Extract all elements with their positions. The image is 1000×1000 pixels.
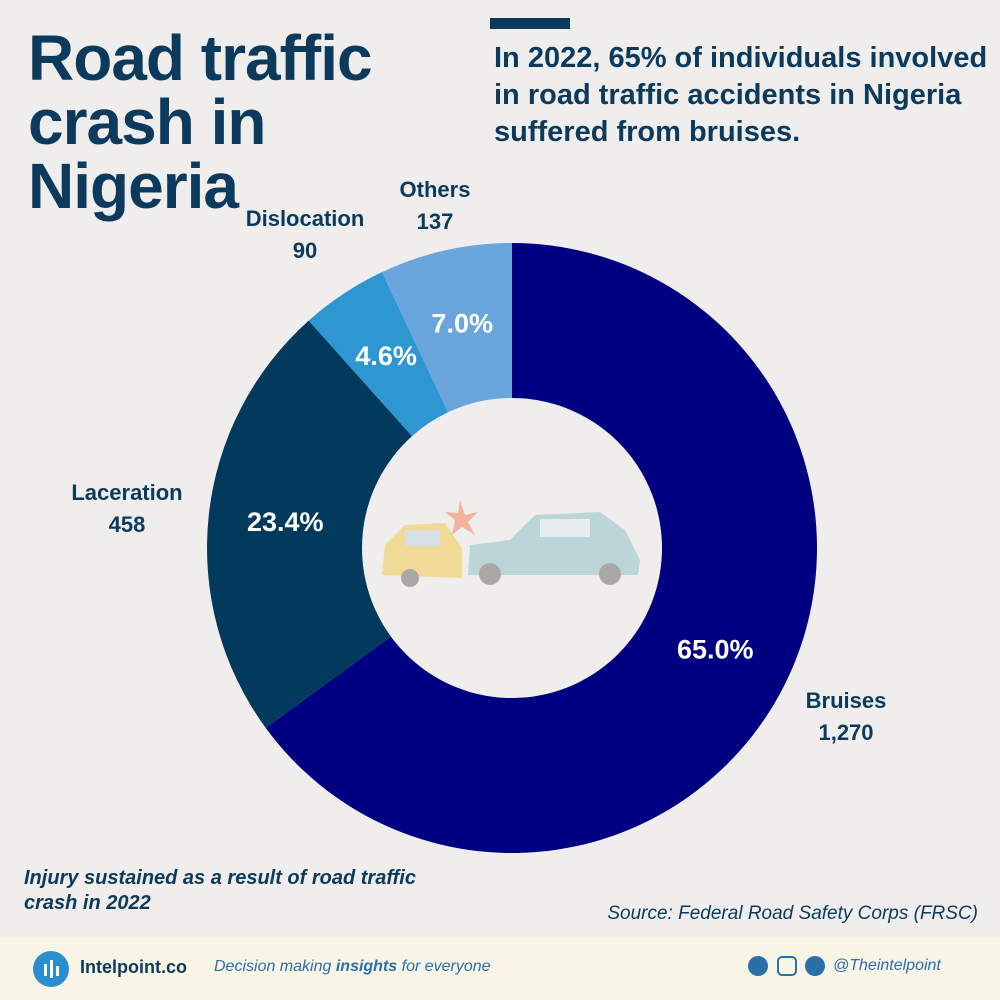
donut-segment <box>382 243 512 413</box>
value-label: 90 <box>293 238 317 263</box>
category-label: Bruises <box>806 688 887 713</box>
tagline-part: insights <box>335 958 398 975</box>
donut-segment <box>207 320 413 728</box>
tagline: Decision making insights for everyone <box>214 958 491 976</box>
tagline-part: Decision making <box>214 958 332 975</box>
value-label: 1,270 <box>818 720 873 745</box>
brand[interactable]: Intelpoint.co <box>80 957 187 977</box>
car-illustration <box>382 500 640 587</box>
share-label: 7.0% <box>431 309 493 339</box>
brand-logo <box>33 951 69 987</box>
value-label: 458 <box>109 512 146 537</box>
source: Source: Federal Road Safety Corps (FRSC) <box>607 903 978 924</box>
share-label: 4.6% <box>355 341 417 371</box>
share-label: 65.0% <box>677 634 754 664</box>
donut-segment <box>265 243 818 854</box>
tagline-part: for everyone <box>401 958 491 975</box>
x-icon[interactable] <box>748 956 768 976</box>
category-label: Others <box>400 177 471 202</box>
category-label: Laceration <box>71 480 182 505</box>
caption: Injury sustained as a result of road tra… <box>24 867 416 914</box>
share-label: 23.4% <box>247 507 324 537</box>
instagram-icon[interactable] <box>777 956 797 976</box>
value-label: 137 <box>417 209 454 234</box>
facebook-icon[interactable] <box>805 956 825 976</box>
chart: 65.0% Bruises 1,270 23.4% Laceration 458 4.6% D… <box>71 177 887 854</box>
chart-subtitle: In 2022, 65% of individuals involved in … <box>494 42 988 148</box>
accent-bar <box>490 18 570 29</box>
category-label: Dislocation <box>246 206 365 231</box>
handle[interactable]: @Theintelpoint <box>833 957 941 974</box>
footer: Intelpoint.co Decision making insights f… <box>0 937 1000 1000</box>
donut-segment <box>308 272 449 437</box>
chart-title: Road traffic crash in Nigeria <box>28 22 373 222</box>
